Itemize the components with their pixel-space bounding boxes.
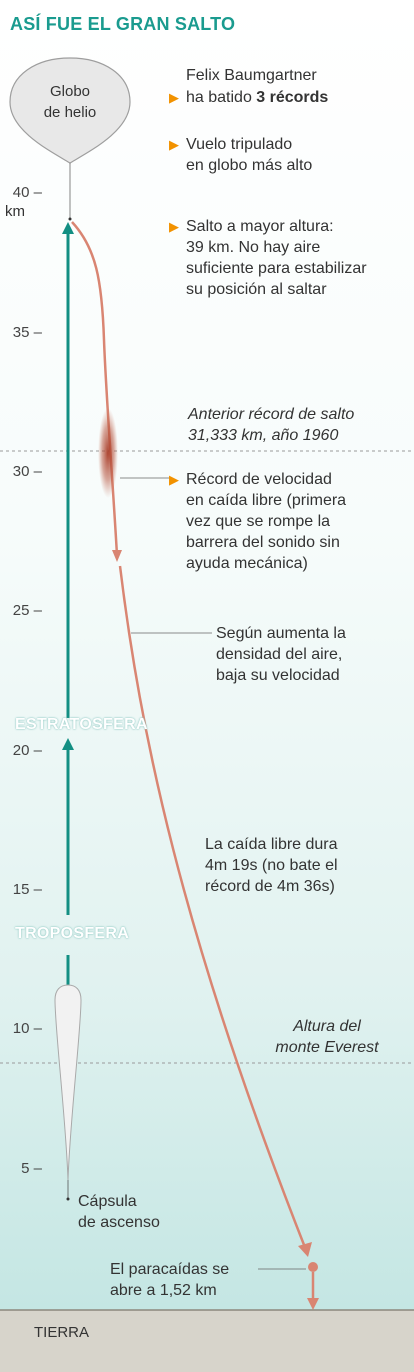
axis-tick-20: 20 – xyxy=(12,742,42,759)
ground-strip xyxy=(0,1310,414,1372)
record-highest-jump: Salto a mayor altura: 39 km. No hay aire… xyxy=(186,218,367,298)
axis-tick-30: 30 – xyxy=(12,463,42,480)
axis-unit: km xyxy=(5,203,25,220)
axis-tick-10: 10 – xyxy=(12,1020,42,1037)
helium-balloon xyxy=(9,57,131,221)
bullet-arrow-icon: ▶ xyxy=(169,90,179,105)
axis-tick-5: 5 – xyxy=(21,1160,42,1177)
capsule-label: Cápsula de ascenso xyxy=(78,1193,160,1231)
balloon-low-altitude xyxy=(54,984,82,1201)
record-balloon-flight: Vuelo tripulado en globo más alto xyxy=(186,136,313,174)
density-note: Según aumenta la densidad del aire, baja… xyxy=(216,625,346,684)
ascent-line xyxy=(62,222,74,985)
records-intro: Felix Baumgartner xyxy=(186,67,317,84)
records-intro-line2: ha batido 3 récords xyxy=(186,89,329,106)
record-speed: Récord de velocidad en caída libre (prim… xyxy=(186,471,347,572)
bullet-arrow-icon: ▶ xyxy=(169,219,179,234)
troposphere-label: TROPOSFERA xyxy=(15,925,130,942)
freefall-note: La caída libre dura 4m 19s (no bate el r… xyxy=(205,836,338,895)
records-count: 3 récords xyxy=(256,89,329,106)
sky-background xyxy=(0,0,414,1310)
axis-tick-25: 25 – xyxy=(12,602,42,619)
stratosphere-label: ESTRATOSFERA xyxy=(15,716,148,733)
axis-tick-35: 35 – xyxy=(12,324,42,341)
axis-tick-40: 40 – xyxy=(12,184,42,201)
parachute-label: El paracaídas se abre a 1,52 km xyxy=(110,1261,230,1299)
balloon-label: Globo de helio xyxy=(43,83,97,121)
ground-label: TIERRA xyxy=(34,1324,90,1341)
page-title: ASÍ FUE EL GRAN SALTO xyxy=(10,14,236,34)
previous-record-label: Anterior récord de salto 31,333 km, año … xyxy=(188,406,355,444)
everest-label: Altura del monte Everest xyxy=(275,1018,379,1056)
freefall-trajectory xyxy=(71,221,319,1310)
axis-tick-15: 15 – xyxy=(12,881,42,898)
bullet-arrow-icon: ▶ xyxy=(169,472,179,487)
bullet-arrow-icon: ▶ xyxy=(169,137,179,152)
